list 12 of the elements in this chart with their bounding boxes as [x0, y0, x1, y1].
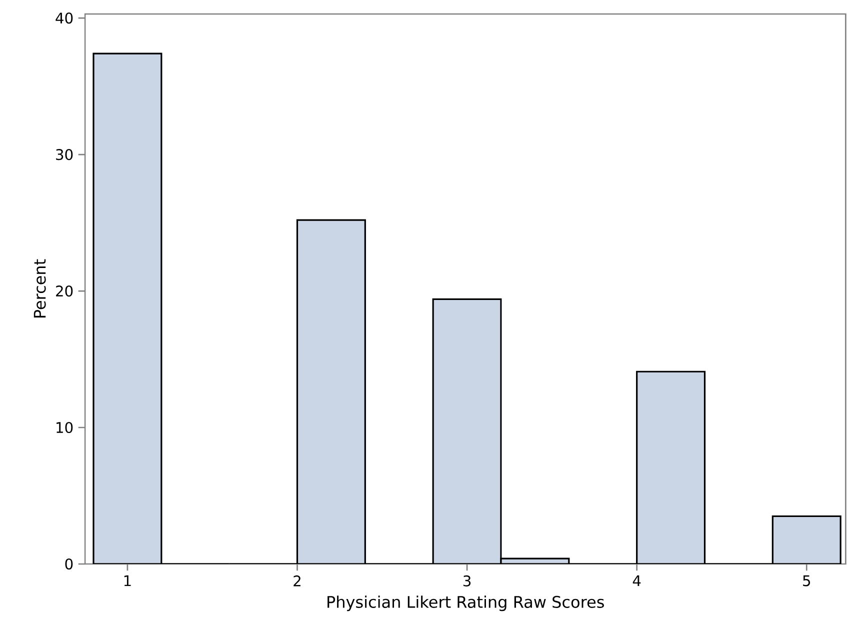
x-tick-label: 1 [124, 575, 131, 586]
x-axis-title: Physician Likert Rating Raw Scores [328, 596, 604, 612]
y-tick-label: 30 [56, 149, 73, 160]
x-tick-label: 5 [803, 575, 810, 586]
x-tick-label: 3 [463, 575, 471, 586]
y-tick-label: 0 [65, 558, 73, 570]
x-tick-label: 4 [632, 575, 641, 586]
y-axis-title: Percent [34, 259, 46, 318]
y-tick-label: 20 [56, 286, 73, 297]
y-tick-label: 40 [56, 12, 73, 24]
x-tick-label: 2 [294, 575, 300, 586]
y-tick-label: 10 [56, 422, 73, 434]
